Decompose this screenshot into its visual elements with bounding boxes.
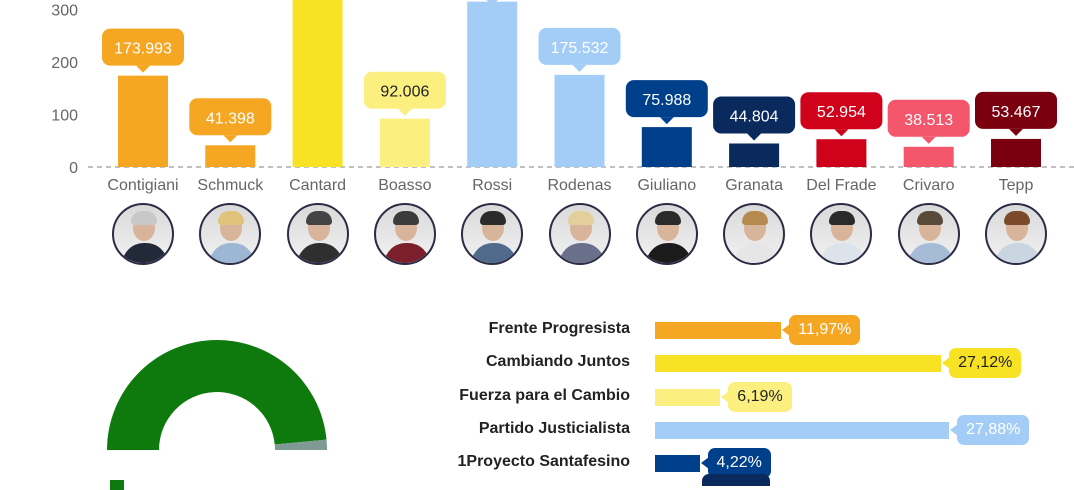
bar-schmuck <box>205 145 256 167</box>
bar-tepp <box>991 138 1041 167</box>
bar-granata <box>729 143 780 167</box>
svg-text:52.954: 52.954 <box>817 104 866 121</box>
half-donut-chart <box>107 340 327 490</box>
y-tick-label: 100 <box>51 108 78 125</box>
data-label: 44.804 <box>713 96 796 141</box>
bars: 173.993 41.398 92.006 175.532 75.988 44.804 52… <box>102 0 1057 167</box>
y-tick-label: 300 <box>51 3 78 20</box>
x-tick-label: Giuliano <box>637 177 696 194</box>
x-tick-label: Granata <box>725 177 783 194</box>
party-bar <box>655 322 782 339</box>
x-tick-label: Crivaro <box>903 177 955 194</box>
bar-rodenas <box>554 74 605 167</box>
candidate-photo-rodenas <box>548 203 611 265</box>
bar-del-frade <box>816 139 867 167</box>
candidate-photo-granata <box>723 203 786 265</box>
data-label: 92.006 <box>363 71 446 116</box>
x-tick-label: Rodenas <box>547 177 611 194</box>
x-tick-label: Del Frade <box>806 177 876 194</box>
candidate-photo-schmuck <box>199 203 262 265</box>
party-bar <box>655 355 942 373</box>
svg-text:92.006: 92.006 <box>380 84 429 101</box>
party-bar <box>655 455 700 473</box>
x-axis-labels: Contigiani Schmuck Cantard Boasso Rossi Roden… <box>107 177 1033 194</box>
data-label: 52.954 <box>800 92 883 137</box>
x-tick-label: Cantard <box>289 177 346 194</box>
data-label: 38.513 <box>887 99 970 144</box>
candidate-photo-crivaro <box>897 203 960 265</box>
bar-boasso <box>379 118 430 167</box>
party-label: 1Proyecto Santafesino <box>457 453 631 471</box>
party-data-label: 27,12% <box>942 348 1022 379</box>
party-data-label: 4,22% <box>700 448 771 479</box>
candidate-photo-contigiani <box>112 203 174 265</box>
bar-giuliano <box>641 127 692 167</box>
data-label: 175.532 <box>538 27 621 72</box>
svg-text:175.532: 175.532 <box>551 40 609 57</box>
bar-crivaro <box>903 146 954 167</box>
party-data-label-cropped <box>702 474 770 486</box>
bar-cantard <box>292 0 343 167</box>
candidate-photos <box>0 200 1074 270</box>
svg-text:44.804: 44.804 <box>730 108 779 125</box>
data-label: 173.993 <box>102 28 184 73</box>
data-label: 75.988 <box>625 80 708 125</box>
x-tick-label: Contigiani <box>107 177 178 194</box>
donut-slice <box>107 340 327 450</box>
y-axis: 0 100 200 300 <box>51 3 78 178</box>
svg-text:173.993: 173.993 <box>114 41 172 58</box>
party-label: Frente Progresista <box>488 320 630 337</box>
party-label: Fuerza para el Cambio <box>459 386 630 404</box>
data-label: 41.398 <box>189 98 272 143</box>
y-tick-label: 200 <box>51 55 78 72</box>
x-tick-label: Rossi <box>472 177 512 194</box>
party-bar <box>655 388 721 406</box>
data-label-pointer <box>486 0 499 4</box>
candidate-photo-del-frade <box>810 203 873 265</box>
y-tick-label: 0 <box>69 160 78 177</box>
bar-rossi <box>467 1 518 167</box>
bar-contigiani <box>118 75 168 167</box>
party-data-label: 11,97% <box>782 315 861 345</box>
donut-slice <box>274 439 327 450</box>
svg-text:38.513: 38.513 <box>904 112 953 129</box>
candidate-photo-rossi <box>461 203 524 265</box>
candidate-photo-boasso <box>373 203 436 265</box>
candidate-photo-giuliano <box>635 203 698 265</box>
svg-text:41.398: 41.398 <box>206 110 255 127</box>
x-tick-label: Schmuck <box>197 177 264 194</box>
party-data-label: 27,88% <box>950 414 1030 445</box>
x-tick-label: Boasso <box>378 177 431 194</box>
candidate-photo-tepp <box>985 203 1047 265</box>
data-label: 53.467 <box>975 91 1057 136</box>
candidates-bar-chart: 0 100 200 300 173.993 41.398 92.006 175.532 75.… <box>51 0 1074 194</box>
party-bar <box>655 421 950 439</box>
svg-text:75.988: 75.988 <box>642 92 691 109</box>
x-tick-label: Tepp <box>999 177 1034 194</box>
svg-text:53.467: 53.467 <box>992 104 1041 121</box>
candidate-photo-cantard <box>286 203 349 265</box>
party-label: Partido Justicialista <box>478 419 630 437</box>
legend-swatch <box>110 480 124 490</box>
party-label: Cambiando Juntos <box>485 353 630 371</box>
party-data-label: 6,19% <box>721 381 792 412</box>
